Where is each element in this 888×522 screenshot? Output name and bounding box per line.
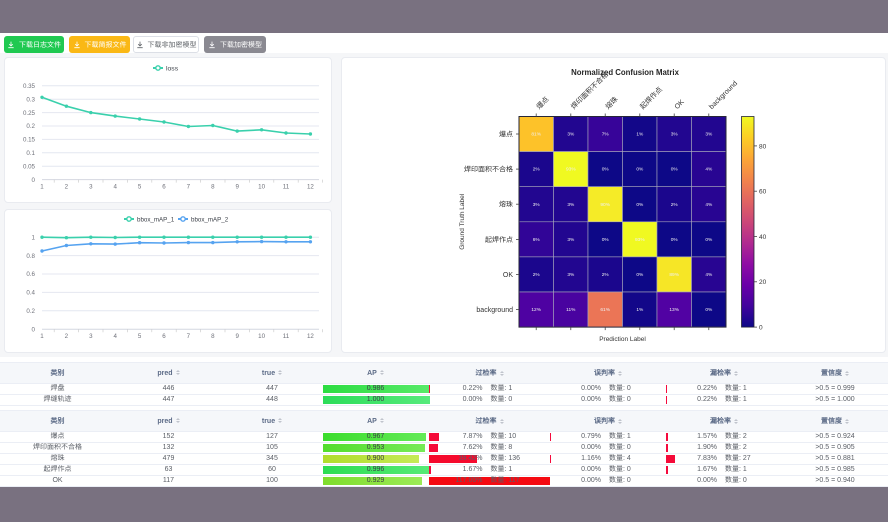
svg-text:9: 9 (235, 184, 239, 191)
svg-text:12%: 12% (531, 307, 541, 313)
svg-text:0%: 0% (636, 272, 644, 278)
svg-text:Normalized Confusion Matrix: Normalized Confusion Matrix (571, 68, 680, 77)
svg-text:0.6: 0.6 (26, 271, 35, 278)
svg-text:4%: 4% (705, 167, 713, 173)
svg-text:3%: 3% (705, 132, 713, 138)
svg-text:1%: 1% (636, 132, 644, 138)
svg-text:2: 2 (65, 184, 69, 191)
svg-text:10: 10 (258, 184, 265, 191)
svg-text:bbox_mAP_1: bbox_mAP_1 (137, 216, 175, 223)
svg-text:0: 0 (759, 325, 763, 332)
svg-text:4%: 4% (705, 272, 713, 278)
svg-text:8: 8 (211, 333, 215, 340)
svg-text:3%: 3% (533, 202, 541, 208)
svg-text:Prediction Label: Prediction Label (599, 336, 646, 343)
svg-text:81%: 81% (531, 132, 541, 138)
svg-text:13%: 13% (669, 307, 679, 313)
svg-text:1: 1 (40, 333, 44, 340)
svg-text:6%: 6% (533, 237, 541, 243)
svg-text:12: 12 (307, 333, 314, 340)
svg-text:0%: 0% (602, 237, 610, 243)
svg-text:2%: 2% (533, 167, 541, 173)
svg-text:background: background (708, 80, 739, 111)
svg-text:熔珠: 熔珠 (499, 201, 513, 209)
svg-text:0.15: 0.15 (23, 137, 36, 144)
svg-text:3%: 3% (567, 202, 575, 208)
svg-text:0.35: 0.35 (23, 83, 36, 90)
svg-text:Ground Truth Label: Ground Truth Label (459, 193, 466, 250)
svg-text:8: 8 (211, 184, 215, 191)
svg-text:2: 2 (65, 333, 69, 340)
svg-text:7: 7 (187, 333, 191, 340)
svg-text:6: 6 (162, 333, 166, 340)
svg-text:爆点: 爆点 (499, 131, 513, 139)
svg-text:2%: 2% (602, 272, 610, 278)
svg-text:熔珠: 熔珠 (604, 95, 620, 111)
svg-text:7: 7 (187, 184, 191, 191)
svg-text:11%: 11% (566, 307, 576, 313)
svg-text:2%: 2% (533, 272, 541, 278)
svg-text:4%: 4% (705, 202, 713, 208)
svg-text:1: 1 (32, 234, 36, 241)
svg-text:10: 10 (258, 333, 265, 340)
svg-text:0%: 0% (636, 167, 644, 173)
svg-text:0: 0 (32, 177, 36, 184)
svg-text:background: background (476, 307, 513, 314)
svg-text:0.3: 0.3 (26, 96, 35, 103)
svg-text:3: 3 (89, 333, 93, 340)
svg-text:0: 0 (32, 326, 36, 333)
svg-text:0.05: 0.05 (23, 163, 36, 170)
svg-text:7%: 7% (602, 132, 610, 138)
svg-text:0.4: 0.4 (26, 290, 35, 297)
svg-text:0%: 0% (705, 237, 713, 243)
svg-text:起焊作点: 起焊作点 (485, 236, 513, 244)
svg-text:4: 4 (113, 333, 117, 340)
svg-text:3%: 3% (567, 237, 575, 243)
svg-text:0.8: 0.8 (26, 253, 35, 260)
svg-text:93%: 93% (566, 167, 576, 173)
svg-text:1: 1 (40, 184, 44, 191)
svg-text:爆点: 爆点 (535, 95, 551, 111)
svg-text:0%: 0% (602, 167, 610, 173)
svg-text:0%: 0% (671, 167, 679, 173)
svg-text:3%: 3% (567, 132, 575, 138)
svg-text:0.25: 0.25 (23, 110, 36, 117)
svg-text:11: 11 (283, 184, 290, 191)
svg-text:11: 11 (283, 333, 290, 340)
svg-text:起焊作点: 起焊作点 (639, 85, 664, 110)
svg-text:80: 80 (759, 143, 767, 150)
svg-text:90%: 90% (600, 202, 610, 208)
svg-text:89%: 89% (669, 272, 679, 278)
svg-text:2%: 2% (671, 202, 679, 208)
svg-text:loss: loss (166, 65, 179, 72)
svg-text:OK: OK (503, 272, 513, 279)
svg-text:60: 60 (759, 189, 767, 196)
svg-text:20: 20 (759, 279, 767, 286)
svg-text:0%: 0% (636, 202, 644, 208)
svg-text:5: 5 (138, 184, 142, 191)
svg-text:bbox_mAP_2: bbox_mAP_2 (191, 216, 229, 223)
svg-text:5: 5 (138, 333, 142, 340)
svg-text:12: 12 (307, 184, 314, 191)
svg-text:0.2: 0.2 (26, 308, 35, 315)
svg-text:3: 3 (89, 184, 93, 191)
svg-text:0.1: 0.1 (26, 150, 35, 157)
svg-text:焊印面积不合格: 焊印面积不合格 (464, 166, 513, 174)
svg-text:40: 40 (759, 234, 767, 241)
svg-text:0.2: 0.2 (26, 123, 35, 130)
svg-text:4: 4 (113, 184, 117, 191)
svg-text:61%: 61% (600, 307, 610, 313)
svg-text:6: 6 (162, 184, 166, 191)
svg-text:0%: 0% (671, 237, 679, 243)
svg-text:0%: 0% (705, 307, 713, 313)
svg-text:1%: 1% (636, 307, 644, 313)
svg-text:OK: OK (674, 99, 686, 111)
svg-text:3%: 3% (671, 132, 679, 138)
svg-text:9: 9 (235, 333, 239, 340)
svg-text:93%: 93% (635, 237, 645, 243)
svg-text:3%: 3% (567, 272, 575, 278)
